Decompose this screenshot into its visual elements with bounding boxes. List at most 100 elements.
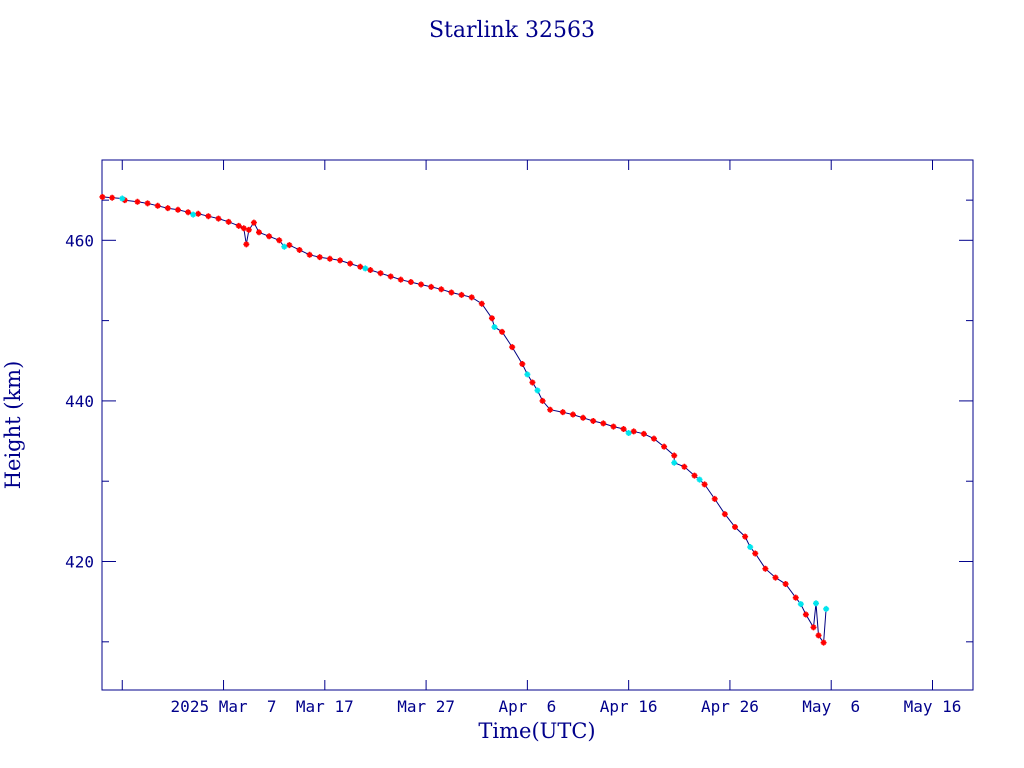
data-point [154, 202, 161, 209]
chart-title: Starlink 32563 [429, 18, 595, 43]
data-point [347, 260, 354, 267]
data-point [802, 611, 809, 618]
data-point-alt [190, 211, 197, 218]
data-point [488, 315, 495, 322]
data-point [316, 254, 323, 261]
data-point [782, 581, 789, 587]
data-point [109, 194, 116, 201]
data-point-alt [813, 600, 820, 607]
data-point [620, 426, 627, 433]
x-tick-label: Apr 6 [498, 697, 556, 716]
data-point [195, 210, 202, 217]
data-point [174, 206, 181, 213]
data-point [144, 200, 151, 207]
data-point-alt [696, 476, 703, 483]
data-point [458, 291, 465, 298]
data-point [509, 344, 516, 351]
data-point [711, 495, 718, 502]
data-point [772, 574, 779, 581]
data-point [610, 423, 617, 430]
data-point [243, 241, 250, 248]
data-point [245, 226, 252, 233]
data-point [792, 594, 799, 601]
data-point-alt [119, 195, 126, 202]
data-point-alt [281, 243, 288, 250]
data-point [428, 283, 435, 290]
markers [99, 193, 830, 646]
data-point [225, 218, 232, 225]
data-point [600, 420, 607, 427]
data-point-alt [362, 265, 369, 272]
data-point [701, 481, 708, 488]
data-point [407, 279, 414, 286]
data-point [296, 246, 303, 253]
x-tick-label: Apr 16 [600, 697, 658, 716]
data-point [326, 255, 333, 262]
data-point [661, 443, 668, 450]
data-point-alt [747, 544, 754, 551]
data-point-alt [524, 371, 531, 378]
data-point [185, 209, 192, 216]
data-point [367, 267, 374, 274]
x-tick-label: 2025 Mar 7 [171, 697, 277, 716]
axes: 2025 Mar 7 Mar 17 Mar 27 Apr 6 Apr 16 Apr 26 M… [65, 160, 973, 716]
data-point [820, 639, 827, 646]
data-point [721, 511, 728, 518]
data-point [681, 463, 688, 470]
data-point-alt [625, 430, 632, 437]
data-point [539, 397, 546, 404]
data-point-alt [491, 324, 498, 331]
data-point [357, 263, 364, 270]
data-point [529, 379, 536, 386]
data-point [569, 411, 576, 418]
data-point [640, 430, 647, 437]
data-point [478, 300, 485, 307]
data-point [731, 523, 738, 530]
data-point [134, 198, 141, 205]
x-tick-label: Mar 17 [296, 697, 354, 716]
x-tick-label: May 16 [904, 697, 962, 716]
data-point-alt [534, 387, 541, 394]
data-point [99, 193, 106, 200]
x-tick-label: Apr 26 [701, 697, 759, 716]
data-point [650, 435, 657, 442]
data-point [438, 286, 445, 293]
data-point [418, 281, 425, 288]
data-point [306, 251, 313, 258]
data-point [519, 360, 526, 367]
data-point-alt [797, 601, 804, 608]
y-axis-label: Height (km) [1, 361, 25, 490]
x-tick-label: Mar 27 [397, 697, 455, 716]
data-point [215, 215, 222, 222]
data-point [630, 428, 637, 435]
data-point [762, 565, 769, 572]
height-trace-line [102, 196, 827, 645]
x-tick-label: May 6 [802, 697, 860, 716]
data-point [121, 197, 128, 204]
data-point [235, 222, 242, 229]
data-point [499, 328, 506, 335]
data-point [205, 213, 212, 220]
data-point-alt [671, 459, 678, 466]
data-point [752, 550, 759, 557]
y-tick-label: 440 [65, 392, 94, 411]
data-point [580, 414, 587, 421]
data-point [266, 233, 273, 240]
data-point [448, 289, 455, 296]
data-point [671, 452, 678, 459]
data-point [276, 237, 283, 244]
data-point [815, 632, 822, 639]
data-point [286, 242, 293, 249]
data-point-alt [823, 605, 830, 612]
data-point [691, 472, 698, 479]
data-point [377, 270, 384, 277]
y-tick-label: 420 [65, 553, 94, 572]
data-point [742, 533, 749, 540]
x-axis-label: Time(UTC) [478, 719, 595, 743]
data-point [559, 409, 566, 416]
data-point [547, 406, 554, 413]
data-point [468, 294, 475, 301]
data-point [810, 624, 817, 631]
data-point [164, 205, 171, 212]
